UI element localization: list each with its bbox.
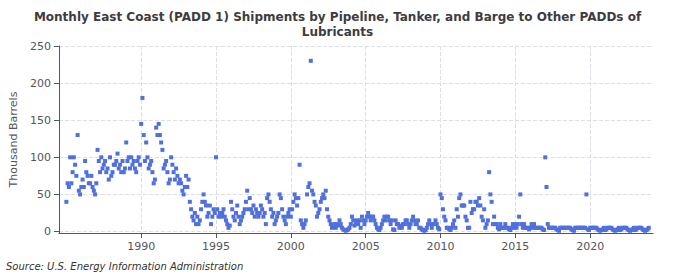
svg-text:Source: U.S. Energy Informatio: Source: U.S. Energy Information Administ… (6, 261, 243, 272)
svg-text:200: 200 (30, 77, 51, 90)
svg-text:150: 150 (30, 114, 51, 127)
svg-text:Monthly East Coast (PADD 1) Sh: Monthly East Coast (PADD 1) Shipments by… (34, 10, 642, 24)
svg-text:1990: 1990 (127, 240, 155, 253)
svg-text:250: 250 (30, 40, 51, 53)
svg-text:Lubricants: Lubricants (302, 25, 373, 39)
svg-text:2010: 2010 (426, 240, 454, 253)
svg-text:1995: 1995 (202, 240, 230, 253)
svg-text:50: 50 (37, 188, 51, 201)
svg-text:2000: 2000 (277, 240, 305, 253)
svg-text:100: 100 (30, 151, 51, 164)
svg-text:Thousand Barrels: Thousand Barrels (7, 91, 20, 188)
svg-text:2005: 2005 (352, 240, 380, 253)
svg-text:2020: 2020 (576, 240, 604, 253)
svg-text:2015: 2015 (501, 240, 529, 253)
svg-text:0: 0 (44, 225, 51, 238)
